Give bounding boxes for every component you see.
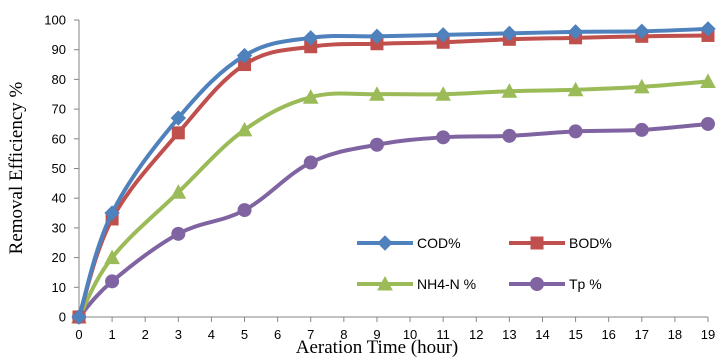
legend: COD% BOD% NH4-N % Tp % bbox=[357, 235, 612, 292]
x-tick-label: 7 bbox=[307, 327, 314, 342]
data-point bbox=[701, 116, 715, 131]
x-tick-label: 4 bbox=[208, 327, 215, 342]
x-tick-label: 13 bbox=[502, 327, 516, 342]
data-point bbox=[105, 274, 120, 289]
x-tick-label: 1 bbox=[108, 327, 115, 342]
x-tick-label: 14 bbox=[535, 327, 549, 342]
y-tick-label: 60 bbox=[52, 131, 66, 146]
legend-entry: BOD% bbox=[509, 235, 612, 251]
data-point bbox=[634, 122, 649, 137]
x-tick-label: 18 bbox=[668, 327, 682, 342]
data-point bbox=[303, 155, 318, 170]
y-tick-label: 0 bbox=[59, 310, 66, 325]
x-tick-label: 6 bbox=[274, 327, 281, 342]
series-line bbox=[77, 33, 710, 319]
series-line bbox=[77, 26, 710, 319]
x-tick-label: 17 bbox=[635, 327, 649, 342]
y-tick-label: 50 bbox=[52, 161, 66, 176]
data-point bbox=[633, 78, 650, 94]
series-2 bbox=[72, 28, 715, 324]
data-point bbox=[568, 124, 583, 139]
data-point bbox=[104, 249, 120, 265]
series-line bbox=[77, 121, 710, 319]
data-point bbox=[435, 86, 451, 101]
data-point bbox=[171, 226, 186, 241]
data-point bbox=[369, 28, 385, 45]
x-tick-label: 12 bbox=[469, 327, 483, 342]
data-point bbox=[435, 27, 451, 43]
data-point bbox=[170, 110, 187, 126]
series-3 bbox=[71, 73, 716, 324]
y-tick-label: 10 bbox=[52, 280, 66, 295]
data-point bbox=[369, 86, 385, 101]
data-point bbox=[303, 30, 319, 46]
legend-label: BOD% bbox=[569, 235, 612, 251]
legend-entry: Tp % bbox=[509, 276, 602, 292]
data-point bbox=[567, 24, 584, 40]
legend-label: Tp % bbox=[569, 276, 602, 292]
x-tick-label: 11 bbox=[436, 327, 450, 342]
y-tick-label: 40 bbox=[52, 191, 66, 206]
x-tick-label: 19 bbox=[701, 327, 715, 342]
data-point bbox=[369, 137, 384, 152]
legend-entry: NH4-N % bbox=[357, 275, 476, 292]
data-point bbox=[236, 121, 253, 137]
data-point bbox=[501, 83, 518, 98]
data-point bbox=[567, 81, 584, 97]
x-tick-label: 5 bbox=[241, 327, 248, 342]
legend-entry: COD% bbox=[357, 235, 461, 251]
y-tick-label: 30 bbox=[52, 220, 66, 235]
legend-marker bbox=[530, 236, 544, 250]
data-point bbox=[634, 23, 650, 39]
x-tick-label: 8 bbox=[340, 327, 347, 342]
x-tick-label: 3 bbox=[175, 327, 182, 342]
series-1 bbox=[71, 21, 716, 325]
data-point bbox=[170, 184, 187, 199]
series-layer bbox=[71, 21, 716, 325]
y-tick-label: 20 bbox=[52, 250, 66, 265]
data-point bbox=[104, 205, 120, 221]
data-point bbox=[71, 309, 87, 325]
data-point bbox=[502, 128, 517, 143]
y-tick-label: 80 bbox=[52, 72, 66, 87]
data-point bbox=[436, 130, 451, 145]
legend-label: NH4-N % bbox=[417, 276, 476, 292]
data-point bbox=[236, 47, 253, 64]
y-tick-label: 100 bbox=[44, 13, 66, 28]
y-axis-title: Removal Efficiency % bbox=[6, 81, 27, 254]
x-tick-label: 16 bbox=[601, 327, 615, 342]
x-tick-label: 10 bbox=[403, 327, 417, 342]
data-point bbox=[171, 126, 185, 140]
y-tick-label: 70 bbox=[52, 102, 66, 117]
data-point bbox=[700, 73, 716, 88]
x-tick-label: 15 bbox=[568, 327, 582, 342]
legend-marker bbox=[377, 235, 393, 251]
data-point bbox=[237, 203, 252, 218]
x-tick-label: 9 bbox=[373, 327, 380, 342]
y-tick-label: 90 bbox=[52, 42, 66, 57]
data-point bbox=[302, 89, 319, 104]
data-point bbox=[501, 25, 518, 42]
legend-label: COD% bbox=[417, 235, 461, 251]
x-axis-title: Aeration Time (hour) bbox=[296, 337, 459, 358]
x-tick-label: 0 bbox=[75, 327, 82, 342]
legend-marker bbox=[377, 275, 393, 291]
data-point bbox=[700, 21, 716, 37]
series-4 bbox=[72, 116, 715, 324]
x-tick-label: 2 bbox=[142, 327, 149, 342]
legend-marker bbox=[530, 277, 544, 291]
